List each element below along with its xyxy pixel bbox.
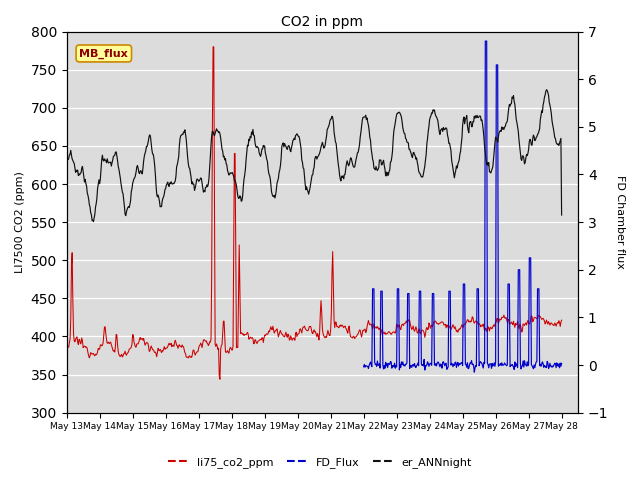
Text: MB_flux: MB_flux — [79, 48, 128, 59]
Title: CO2 in ppm: CO2 in ppm — [282, 15, 364, 29]
Y-axis label: FD Chamber flux: FD Chamber flux — [615, 175, 625, 269]
Y-axis label: LI7500 CO2 (ppm): LI7500 CO2 (ppm) — [15, 171, 25, 273]
Legend: li75_co2_ppm, FD_Flux, er_ANNnight: li75_co2_ppm, FD_Flux, er_ANNnight — [164, 452, 476, 472]
